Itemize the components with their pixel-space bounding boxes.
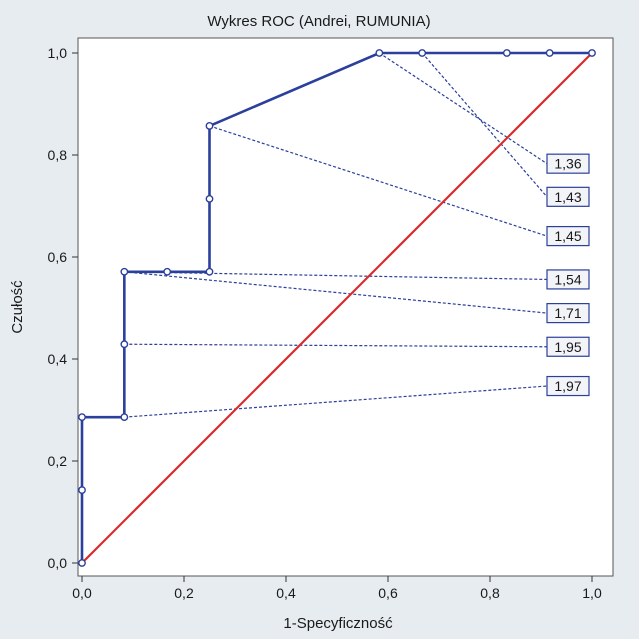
cutoff-label-text: 1,43 bbox=[554, 189, 581, 205]
cutoff-leader-line bbox=[421, 52, 548, 198]
cutoff-label-box bbox=[546, 269, 590, 290]
y-tick-label: 0,6 bbox=[48, 249, 68, 265]
cutoff-leader-line bbox=[209, 125, 548, 237]
cutoff-label-box bbox=[546, 336, 590, 357]
cutoff-label-text: 1,95 bbox=[554, 339, 581, 355]
roc-point bbox=[502, 49, 511, 57]
cutoff-labels: 1,36 1,43 1,45 1,54 1,71 1,95 1,97 bbox=[546, 153, 590, 397]
x-tick-label: 0,0 bbox=[72, 585, 92, 601]
y-tick-label: 0,2 bbox=[48, 453, 68, 469]
roc-point bbox=[120, 413, 129, 422]
roc-point bbox=[163, 267, 172, 276]
y-tick-label: 0,0 bbox=[48, 555, 68, 571]
cutoff-leader-line bbox=[124, 271, 548, 314]
roc-point bbox=[545, 49, 554, 57]
cutoff-leader-line bbox=[124, 343, 548, 348]
cutoff-label-box bbox=[546, 186, 590, 207]
cutoff-label-text: 1,54 bbox=[554, 271, 581, 287]
roc-point bbox=[588, 49, 596, 57]
cutoff-label-box bbox=[546, 153, 590, 174]
cutoff-label-text: 1,36 bbox=[554, 156, 581, 172]
roc-point bbox=[78, 413, 86, 422]
axis-ticks: 0,0 0,2 0,4 0,6 0,8 1,0 0,0 0,2 0,4 0,6 0,8 1,0 bbox=[48, 45, 602, 601]
cutoff-label-box bbox=[546, 225, 590, 247]
cutoff-label-text: 1,97 bbox=[554, 378, 581, 394]
chart-title: Wykres ROC (Andrei, RUMUNIA) bbox=[207, 13, 430, 30]
plot-area bbox=[77, 37, 614, 577]
roc-point bbox=[205, 267, 214, 276]
roc-point bbox=[418, 49, 427, 57]
roc-point bbox=[78, 486, 86, 494]
y-axis-label: Czułość bbox=[9, 280, 26, 334]
cutoff-label-text: 1,71 bbox=[554, 305, 581, 321]
diagonal-reference-line bbox=[81, 52, 593, 564]
roc-point bbox=[205, 122, 214, 130]
cutoff-label-box bbox=[546, 375, 590, 397]
roc-point bbox=[375, 49, 384, 57]
cutoff-leader-line bbox=[378, 52, 548, 165]
x-tick-label: 0,6 bbox=[378, 585, 398, 601]
x-tick-label: 0,4 bbox=[276, 585, 296, 601]
roc-points bbox=[78, 49, 596, 567]
roc-point bbox=[120, 267, 129, 276]
x-tick-label: 1,0 bbox=[582, 585, 602, 601]
roc-point bbox=[78, 559, 86, 567]
cutoff-leader-line bbox=[124, 385, 548, 418]
y-tick-label: 0,4 bbox=[48, 351, 68, 367]
roc-point bbox=[120, 340, 129, 349]
x-tick-label: 0,2 bbox=[174, 585, 194, 601]
cutoff-label-text: 1,45 bbox=[554, 228, 581, 244]
roc-point bbox=[205, 194, 214, 203]
cutoff-label-box bbox=[546, 303, 590, 324]
y-tick-label: 0,8 bbox=[48, 147, 68, 163]
x-axis-label: 1-Specyficzność bbox=[283, 615, 393, 632]
y-tick-label: 1,0 bbox=[48, 45, 68, 61]
x-tick-label: 0,8 bbox=[480, 585, 500, 601]
